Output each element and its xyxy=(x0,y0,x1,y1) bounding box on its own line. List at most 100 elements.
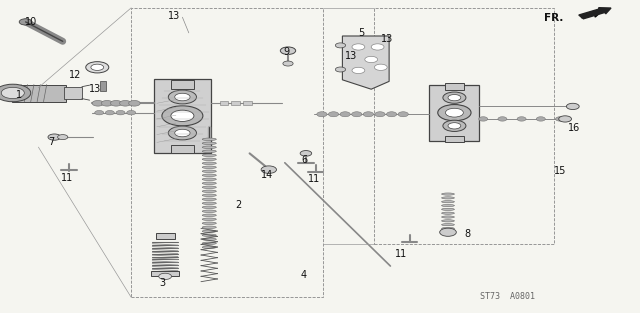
Circle shape xyxy=(110,100,122,106)
Bar xyxy=(220,101,228,105)
Circle shape xyxy=(317,112,327,117)
Circle shape xyxy=(168,90,196,104)
Circle shape xyxy=(283,61,293,66)
Ellipse shape xyxy=(202,162,216,165)
Bar xyxy=(156,233,175,239)
Text: 13: 13 xyxy=(381,34,394,44)
Ellipse shape xyxy=(202,222,216,224)
Circle shape xyxy=(101,100,113,106)
Text: 4: 4 xyxy=(301,270,307,280)
Ellipse shape xyxy=(202,170,216,172)
Polygon shape xyxy=(342,36,389,89)
Circle shape xyxy=(443,92,466,103)
Ellipse shape xyxy=(442,208,454,210)
Circle shape xyxy=(175,93,190,101)
Circle shape xyxy=(159,273,172,280)
Circle shape xyxy=(129,100,140,106)
Text: 15: 15 xyxy=(554,166,566,176)
Bar xyxy=(429,85,479,141)
Circle shape xyxy=(116,110,125,115)
Bar xyxy=(154,79,211,153)
Circle shape xyxy=(443,120,466,131)
Bar xyxy=(12,85,66,102)
Circle shape xyxy=(261,166,276,173)
Circle shape xyxy=(498,117,507,121)
Ellipse shape xyxy=(442,193,454,195)
Ellipse shape xyxy=(202,210,216,213)
Text: 7: 7 xyxy=(48,137,54,147)
Bar xyxy=(243,101,252,105)
Ellipse shape xyxy=(202,202,216,204)
Bar xyxy=(151,271,179,276)
Circle shape xyxy=(351,112,362,117)
Text: 13: 13 xyxy=(344,51,357,61)
Ellipse shape xyxy=(202,174,216,177)
Text: 10: 10 xyxy=(24,17,37,27)
Ellipse shape xyxy=(442,204,454,207)
Circle shape xyxy=(58,135,68,140)
Ellipse shape xyxy=(442,223,454,226)
Circle shape xyxy=(374,64,387,70)
Ellipse shape xyxy=(442,220,454,222)
Circle shape xyxy=(120,100,131,106)
Ellipse shape xyxy=(202,238,216,240)
Ellipse shape xyxy=(202,234,216,237)
Bar xyxy=(445,136,464,142)
Text: 11: 11 xyxy=(307,174,320,184)
Ellipse shape xyxy=(202,150,216,152)
Circle shape xyxy=(19,19,32,25)
Circle shape xyxy=(175,129,190,137)
Text: 11: 11 xyxy=(61,173,74,183)
Circle shape xyxy=(448,95,461,101)
Ellipse shape xyxy=(202,242,216,244)
Ellipse shape xyxy=(202,186,216,188)
Text: 5: 5 xyxy=(358,28,365,38)
Bar xyxy=(231,101,240,105)
Ellipse shape xyxy=(202,138,216,141)
Circle shape xyxy=(556,117,564,121)
Circle shape xyxy=(95,110,104,115)
Circle shape xyxy=(517,117,526,121)
Ellipse shape xyxy=(202,246,216,249)
Circle shape xyxy=(536,117,545,121)
Text: 9: 9 xyxy=(284,47,290,57)
Text: 1: 1 xyxy=(16,90,22,100)
Bar xyxy=(374,8,554,244)
Ellipse shape xyxy=(202,158,216,161)
Circle shape xyxy=(559,116,572,122)
Bar xyxy=(171,80,194,89)
Ellipse shape xyxy=(202,166,216,168)
Text: 2: 2 xyxy=(235,200,241,210)
Text: 6: 6 xyxy=(301,155,307,165)
Circle shape xyxy=(448,123,461,129)
Ellipse shape xyxy=(202,194,216,197)
Text: ST73  A0801: ST73 A0801 xyxy=(480,292,535,301)
Ellipse shape xyxy=(202,226,216,228)
Circle shape xyxy=(162,106,203,126)
Bar xyxy=(100,81,106,91)
Circle shape xyxy=(328,112,339,117)
Text: 13: 13 xyxy=(168,11,180,21)
Text: 14: 14 xyxy=(261,170,274,180)
Bar xyxy=(171,145,194,153)
Circle shape xyxy=(438,105,471,121)
Circle shape xyxy=(340,112,350,117)
Circle shape xyxy=(48,134,61,140)
FancyArrow shape xyxy=(579,8,611,19)
Text: 11: 11 xyxy=(395,249,408,259)
Bar xyxy=(445,83,464,90)
Circle shape xyxy=(352,67,365,74)
Text: 8: 8 xyxy=(464,229,470,239)
Circle shape xyxy=(364,112,374,117)
Ellipse shape xyxy=(442,227,454,230)
Ellipse shape xyxy=(202,214,216,217)
Text: 3: 3 xyxy=(159,278,165,288)
Circle shape xyxy=(566,103,579,110)
Ellipse shape xyxy=(202,206,216,208)
Circle shape xyxy=(86,62,109,73)
Circle shape xyxy=(91,64,104,70)
Ellipse shape xyxy=(202,190,216,192)
Circle shape xyxy=(335,43,346,48)
Circle shape xyxy=(127,110,136,115)
Bar xyxy=(64,87,82,99)
